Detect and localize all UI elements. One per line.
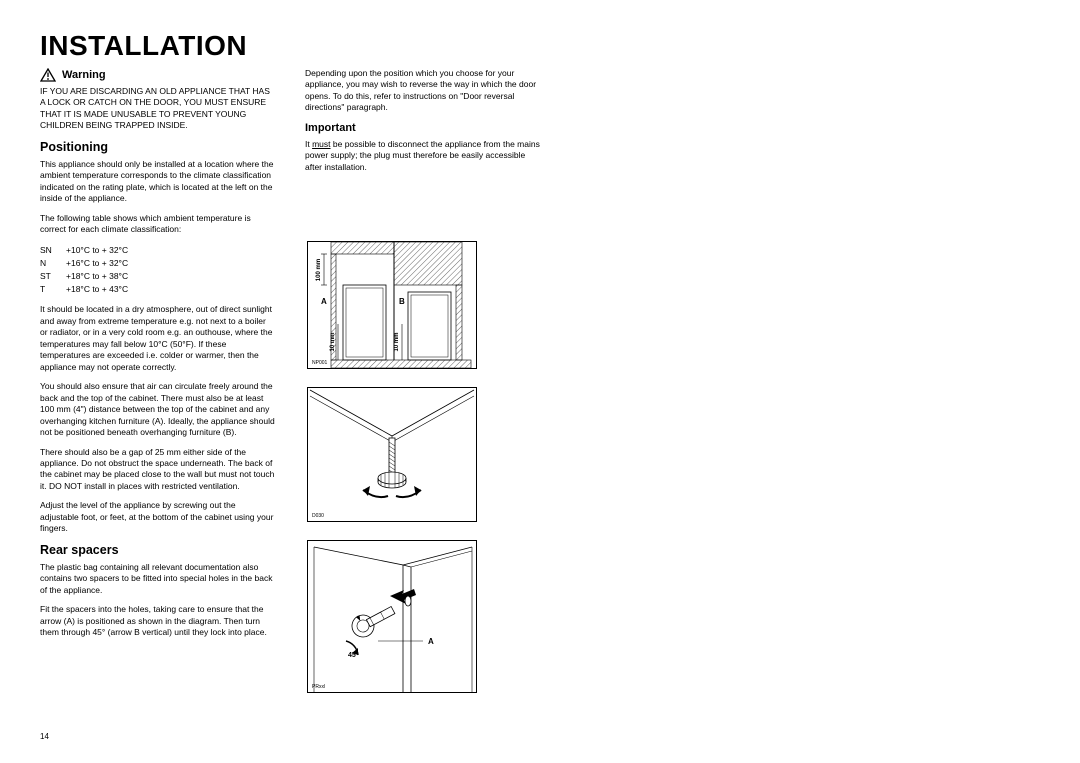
columns-container: Warning IF YOU ARE DISCARDING AN OLD APP… — [40, 68, 1020, 693]
positioning-p5: There should also be a gap of 25 mm eith… — [40, 447, 275, 493]
climate-table: SN +10°C to + 32°C N +16°C to + 32°C ST … — [40, 244, 275, 297]
climate-row: N +16°C to + 32°C — [40, 257, 275, 270]
figure-clearances: 100 mm A B 10 mm 10 mm NP001 — [307, 241, 477, 369]
climate-code: SN — [40, 244, 66, 257]
important-text: It must be possible to disconnect the ap… — [305, 139, 540, 173]
svg-text:A: A — [321, 297, 327, 306]
col2-p1: Depending upon the position which you ch… — [305, 68, 540, 114]
right-column: Depending upon the position which you ch… — [305, 68, 540, 693]
figure-leveling-foot: D030 — [307, 387, 477, 522]
svg-text:B: B — [399, 297, 405, 306]
climate-code: N — [40, 257, 66, 270]
positioning-p4: You should also ensure that air can circ… — [40, 381, 275, 438]
figure-ref: PRxxl — [312, 684, 325, 690]
figure-ref: NP001 — [312, 360, 327, 366]
important-must: must — [312, 139, 330, 149]
climate-row: ST +18°C to + 38°C — [40, 270, 275, 283]
svg-text:10 mm: 10 mm — [330, 333, 336, 352]
page: INSTALLATION Warning IF YOU ARE DISCARDI… — [0, 0, 1080, 763]
climate-row: SN +10°C to + 32°C — [40, 244, 275, 257]
positioning-p1: This appliance should only be installed … — [40, 159, 275, 205]
climate-range: +10°C to + 32°C — [66, 244, 128, 257]
warning-text: IF YOU ARE DISCARDING AN OLD APPLIANCE T… — [40, 86, 275, 132]
figure-ref: D030 — [312, 513, 324, 519]
climate-code: T — [40, 283, 66, 296]
important-post: be possible to disconnect the appliance … — [305, 139, 540, 172]
climate-row: T +18°C to + 43°C — [40, 283, 275, 296]
warning-icon — [40, 68, 56, 82]
figures-column: 100 mm A B 10 mm 10 mm NP001 — [305, 181, 540, 693]
positioning-heading: Positioning — [40, 140, 275, 154]
climate-range: +16°C to + 32°C — [66, 257, 128, 270]
positioning-p6: Adjust the level of the appliance by scr… — [40, 500, 275, 534]
svg-text:45: 45 — [348, 652, 356, 659]
warning-header: Warning — [40, 68, 275, 82]
climate-code: ST — [40, 270, 66, 283]
page-title: INSTALLATION — [40, 30, 1020, 62]
climate-range: +18°C to + 38°C — [66, 270, 128, 283]
left-column: Warning IF YOU ARE DISCARDING AN OLD APP… — [40, 68, 275, 693]
positioning-p3: It should be located in a dry atmosphere… — [40, 304, 275, 373]
rear-spacers-p2: Fit the spacers into the holes, taking c… — [40, 604, 275, 638]
svg-text:10 mm: 10 mm — [394, 333, 400, 352]
positioning-p2: The following table shows which ambient … — [40, 213, 275, 236]
important-label: Important — [305, 122, 540, 134]
figure-rear-spacer: A 45 PRxxl — [307, 540, 477, 693]
warning-label: Warning — [62, 69, 106, 81]
svg-text:100 mm: 100 mm — [316, 259, 322, 281]
page-number: 14 — [40, 732, 49, 741]
rear-spacers-p1: The plastic bag containing all relevant … — [40, 562, 275, 596]
rear-spacers-heading: Rear spacers — [40, 543, 275, 557]
svg-text:A: A — [428, 637, 434, 646]
climate-range: +18°C to + 43°C — [66, 283, 128, 296]
